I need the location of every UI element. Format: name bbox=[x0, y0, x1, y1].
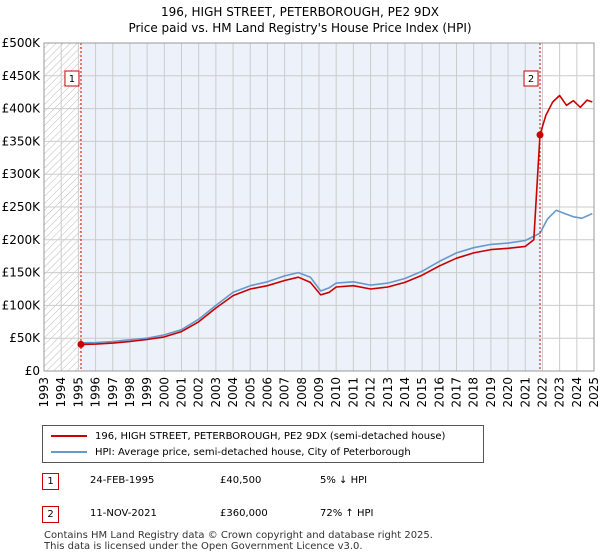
legend-swatch-property bbox=[51, 435, 87, 437]
legend-swatch-hpi bbox=[51, 451, 87, 453]
x-tick-label: 2013 bbox=[381, 377, 395, 408]
transaction-row: 2 11-NOV-2021 £360,000 72% ↑ HPI bbox=[42, 503, 582, 525]
x-tick-label: 2006 bbox=[260, 377, 274, 408]
plot-frame bbox=[43, 42, 595, 372]
x-tick-label: 2020 bbox=[501, 377, 515, 408]
sale-badge-label: 1 bbox=[69, 74, 75, 85]
x-tick-label: 1999 bbox=[140, 377, 154, 408]
sale-badge-box bbox=[523, 70, 539, 87]
x-tick-label: 2023 bbox=[553, 377, 567, 408]
x-tick-label: 2001 bbox=[175, 377, 189, 408]
x-tick-label: 2021 bbox=[518, 377, 532, 408]
transaction-row: 1 24-FEB-1995 £40,500 5% ↓ HPI bbox=[42, 470, 582, 492]
x-tick-label: 2024 bbox=[570, 377, 584, 408]
y-tick-label: £0 bbox=[25, 364, 40, 378]
footer-licence: This data is licensed under the Open Gov… bbox=[44, 541, 363, 552]
x-tick-label: 2007 bbox=[278, 377, 292, 408]
x-tick-label: 2022 bbox=[535, 377, 549, 408]
legend-label-hpi: HPI: Average price, semi-detached house,… bbox=[95, 446, 411, 458]
price-chart: 1 2 £0 £50K £100K £150K £200K £250K £300K £350K £… bbox=[2, 36, 600, 408]
x-tick-label: 2009 bbox=[312, 377, 326, 408]
y-tick-label: £50K bbox=[9, 331, 41, 345]
y-tick-label: £100K bbox=[2, 298, 42, 312]
footer-copyright: Contains HM Land Registry data © Crown c… bbox=[44, 530, 433, 541]
chart-title: 196, HIGH STREET, PETERBOROUGH, PE2 9DX bbox=[160, 5, 440, 19]
x-tick-label: 1997 bbox=[106, 377, 120, 408]
transaction-price: £360,000 bbox=[220, 508, 268, 519]
legend-item-property: 196, HIGH STREET, PETERBOROUGH, PE2 9DX … bbox=[51, 428, 445, 444]
y-tick-label: £450K bbox=[2, 69, 42, 83]
y-tick-label: £400K bbox=[2, 102, 42, 116]
sale-point bbox=[536, 131, 544, 139]
x-tick-label: 2003 bbox=[209, 377, 223, 408]
y-tick-label: £200K bbox=[2, 233, 42, 247]
x-tick-label: 2008 bbox=[295, 377, 309, 408]
x-tick-label: 2016 bbox=[432, 377, 446, 408]
transaction-date: 11-NOV-2021 bbox=[90, 508, 157, 519]
x-tick-label: 2005 bbox=[243, 377, 257, 408]
transaction-date: 24-FEB-1995 bbox=[90, 475, 155, 486]
x-tick-label: 2015 bbox=[415, 377, 429, 408]
sale-point bbox=[77, 340, 85, 348]
sale-badge-label: 2 bbox=[528, 74, 534, 85]
x-tick-label: 2019 bbox=[484, 377, 498, 408]
x-tick-label: 2010 bbox=[329, 377, 343, 408]
hpi-line bbox=[80, 209, 593, 344]
y-tick-label: £350K bbox=[2, 134, 42, 148]
x-tick-label: 1994 bbox=[54, 377, 68, 408]
y-tick-label: £500K bbox=[2, 36, 42, 50]
x-tick-label: 2012 bbox=[364, 377, 378, 408]
x-tick-label: 2018 bbox=[467, 377, 481, 408]
x-tick-label: 2017 bbox=[450, 377, 464, 408]
x-tick-label: 2002 bbox=[192, 377, 206, 408]
x-tick-label: 1993 bbox=[37, 377, 51, 408]
legend-label-property: 196, HIGH STREET, PETERBOROUGH, PE2 9DX … bbox=[95, 430, 446, 442]
sale-badge-box bbox=[64, 70, 80, 87]
y-tick-label: £250K bbox=[2, 200, 42, 214]
transaction-number: 2 bbox=[42, 506, 59, 523]
transaction-hpi: 5% ↓ HPI bbox=[320, 475, 368, 486]
y-tick-label: £150K bbox=[2, 266, 42, 280]
transaction-hpi: 72% ↑ HPI bbox=[320, 508, 374, 519]
legend: 196, HIGH STREET, PETERBOROUGH, PE2 9DX … bbox=[42, 425, 484, 463]
legend-item-hpi: HPI: Average price, semi-detached house,… bbox=[51, 444, 411, 460]
transaction-number: 1 bbox=[42, 473, 59, 490]
x-tick-label: 2000 bbox=[157, 377, 171, 408]
property-price-line bbox=[80, 94, 593, 346]
x-tick-label: 1995 bbox=[71, 377, 85, 408]
x-tick-label: 2025 bbox=[587, 377, 600, 408]
chart-subtitle: Price paid vs. HM Land Registry's House … bbox=[128, 21, 472, 35]
y-tick-label: £300K bbox=[2, 167, 42, 181]
x-tick-label: 2011 bbox=[346, 377, 360, 408]
transaction-price: £40,500 bbox=[220, 475, 262, 486]
x-tick-label: 2014 bbox=[398, 377, 412, 408]
x-tick-label: 1996 bbox=[89, 377, 103, 408]
x-tick-label: 1998 bbox=[123, 377, 137, 408]
x-tick-label: 2004 bbox=[226, 377, 240, 408]
